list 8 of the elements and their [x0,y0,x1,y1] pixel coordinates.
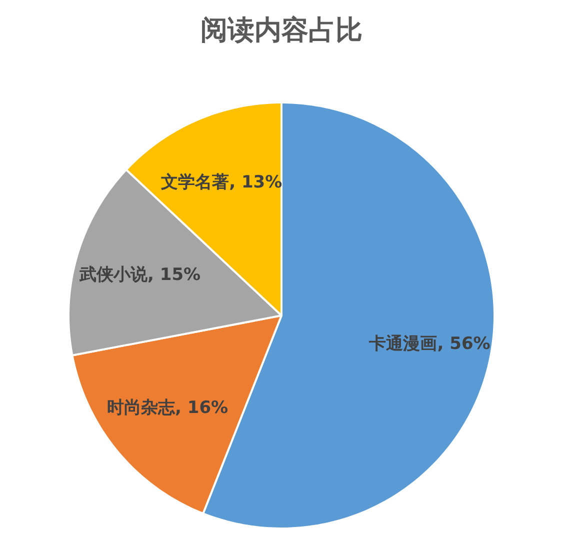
data-label: , 56% [437,334,490,354]
slice-label: 武侠小说 [78,265,149,286]
slice-label: 时尚杂志 [107,398,176,418]
data-label: , 16% [175,398,228,418]
chart-title: 阅读内容占比 [200,15,362,46]
slice-label: 文学名著 [160,172,230,193]
slice-label: 卡通漫画 [368,334,438,354]
data-label: , 15% [148,265,201,286]
